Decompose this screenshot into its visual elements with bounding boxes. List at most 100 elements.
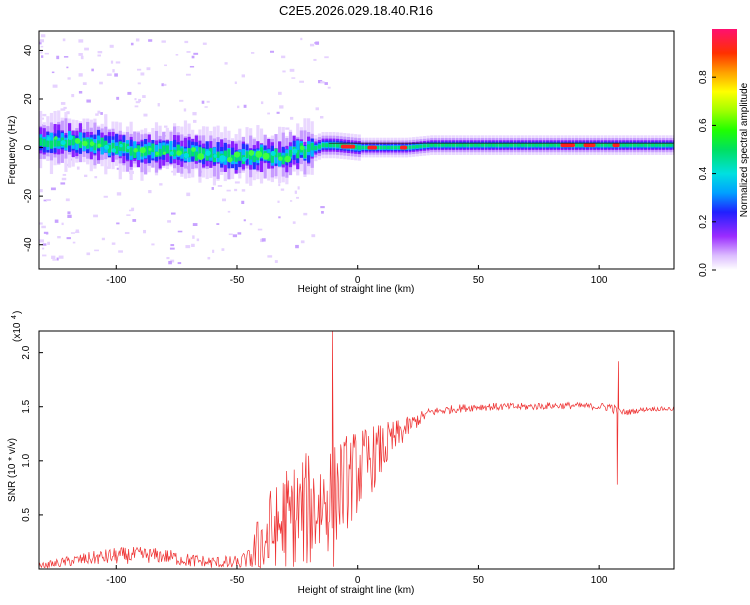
- heatmap-speckle: [60, 102, 66, 105]
- heatmap-speckle: [143, 229, 147, 234]
- heatmap-speckle: [126, 214, 131, 216]
- heatmap-cell: [651, 143, 655, 147]
- heatmap-speckle: [67, 77, 71, 80]
- heatmap-speckle: [276, 111, 280, 114]
- heatmap-blob: [233, 151, 241, 158]
- heatmap-cell: [546, 143, 550, 147]
- heatmap-speckle: [315, 107, 319, 111]
- spectrogram-heatmap: [39, 34, 674, 265]
- snr-x-ticks: -100 -50 0 50 100: [106, 565, 608, 586]
- heatmap-cell: [455, 143, 459, 147]
- heatmap-speckle: [226, 189, 231, 192]
- heatmap-speckle: [115, 61, 121, 64]
- heatmap-cell: [154, 144, 159, 157]
- heatmap-speckle: [137, 68, 142, 71]
- heatmap-speckle: [234, 188, 238, 192]
- heatmap-cell: [669, 143, 673, 147]
- heatmap-cell: [632, 143, 637, 147]
- heatmap-cell: [71, 135, 75, 146]
- heatmap-speckle: [134, 98, 137, 101]
- heatmap-cell: [665, 143, 669, 147]
- heatmap-cell: [162, 145, 166, 155]
- heatmap-cell: [259, 147, 264, 157]
- heatmap-speckle: [78, 73, 83, 77]
- heatmap-cell: [603, 143, 608, 147]
- heatmap-cell: [151, 143, 155, 153]
- heatmap-cell: [502, 143, 506, 147]
- heatmap-speckle: [112, 69, 115, 73]
- heatmap-speckle: [282, 70, 286, 73]
- colorbar-label: Normalized spectral amplitude: [739, 82, 750, 217]
- heatmap-speckle: [75, 231, 80, 234]
- heatmap-blob: [213, 154, 218, 158]
- heatmap-speckle: [207, 256, 211, 260]
- heatmap-blob: [278, 156, 283, 161]
- heatmap-speckle: [44, 52, 49, 55]
- heatmap-speckle: [116, 167, 120, 170]
- heatmap-speckle: [51, 71, 55, 74]
- heatmap-speckle: [249, 223, 253, 226]
- heatmap-speckle: [66, 66, 69, 69]
- spectrogram-frame: [38, 30, 675, 270]
- heatmap-cell: [332, 143, 336, 148]
- heatmap-blob: [270, 150, 276, 156]
- heatmap-cell: [115, 145, 119, 154]
- heatmap-speckle: [40, 34, 46, 38]
- heatmap-speckle: [67, 214, 72, 218]
- snr-multiplier: (x10 4 ): [11, 311, 23, 342]
- heatmap-blob: [82, 140, 88, 147]
- heatmap-cell: [307, 144, 311, 152]
- heatmap-speckle: [118, 250, 123, 253]
- heatmap-speckle: [157, 103, 160, 107]
- heatmap-cell: [158, 143, 162, 154]
- heatmap-cell: [531, 143, 535, 147]
- heatmap-speckle: [191, 55, 195, 59]
- heatmap-cell: [361, 146, 365, 150]
- heatmap-speckle: [50, 187, 56, 191]
- heatmap-speckle: [227, 210, 231, 213]
- heatmap-speckle: [65, 198, 70, 202]
- heatmap-cell: [191, 149, 195, 157]
- heatmap-speckle: [39, 222, 43, 225]
- snr-series-line: [39, 331, 674, 569]
- heatmap-cell: [484, 143, 488, 147]
- colorbar: 0.0 0.2 0.4 0.6 0.8 Normalized spectral ampl…: [698, 29, 750, 277]
- y-tick-label: 40: [23, 44, 34, 56]
- heatmap-speckle: [300, 37, 303, 41]
- heatmap-cell: [672, 143, 674, 147]
- heatmap-speckle: [241, 189, 246, 192]
- heatmap-cell: [408, 145, 412, 149]
- heatmap-speckle: [42, 243, 47, 246]
- heatmap-speckle: [61, 222, 64, 226]
- heatmap-cell: [169, 141, 173, 156]
- heatmap-cell: [122, 142, 126, 152]
- heatmap-blob: [169, 151, 174, 156]
- heatmap-cell: [252, 155, 256, 162]
- heatmap-speckle: [232, 234, 238, 238]
- heatmap-speckle: [99, 81, 103, 85]
- heatmap-speckle: [309, 43, 315, 47]
- heatmap-cell: [136, 145, 140, 152]
- heatmap-cell: [67, 138, 72, 146]
- heatmap-speckle: [159, 183, 163, 186]
- snr-y-ticks: 0.5 1.0 1.5 2.0: [21, 345, 43, 522]
- heatmap-speckle: [63, 106, 67, 110]
- heatmap-speckle: [138, 98, 142, 102]
- heatmap-cell: [238, 152, 242, 161]
- heatmap-cell: [49, 140, 54, 149]
- x-tick-label: -100: [106, 275, 126, 286]
- y-tick-label: 1.5: [21, 399, 32, 413]
- heatmap-speckle: [279, 105, 284, 109]
- heatmap-cell: [520, 143, 524, 147]
- heatmap-speckle: [303, 212, 308, 216]
- heatmap-cell: [335, 143, 340, 148]
- heatmap-speckle: [135, 101, 140, 104]
- heatmap-cell: [441, 143, 445, 147]
- spectrogram-xlabel: Height of straight line (km): [298, 284, 415, 295]
- heatmap-speckle: [320, 81, 325, 84]
- svg-text:): ): [12, 311, 23, 314]
- heatmap-speckle: [106, 73, 112, 76]
- heatmap-speckle: [324, 56, 329, 59]
- heatmap-speckle: [97, 110, 101, 114]
